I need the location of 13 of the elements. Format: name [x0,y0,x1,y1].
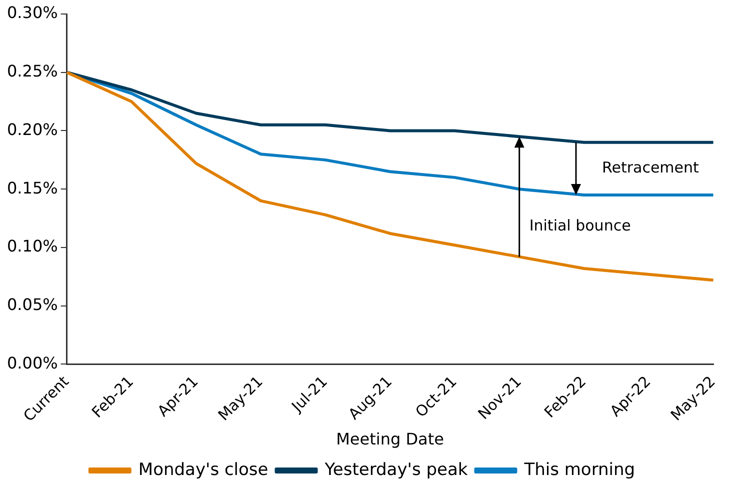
annotation: Initial bounce [529,216,631,235]
legend-label: Monday's close [138,460,268,480]
annotation: Retracement [602,158,700,177]
y-tick-label: 0.25% [7,62,58,81]
y-tick-label: 0.15% [7,178,58,198]
x-axis-title: Meeting Date [336,430,444,449]
y-tick-label: 0.10% [7,236,58,256]
y-tick-label: 0.00% [7,353,58,372]
legend-label: This morning [523,460,636,480]
y-tick-label: 0.05% [7,295,58,314]
y-tick-label: 0.20% [7,120,58,139]
y-tick-label: 0.30% [7,3,58,22]
legend-label: Yesterday's peak [324,460,468,480]
